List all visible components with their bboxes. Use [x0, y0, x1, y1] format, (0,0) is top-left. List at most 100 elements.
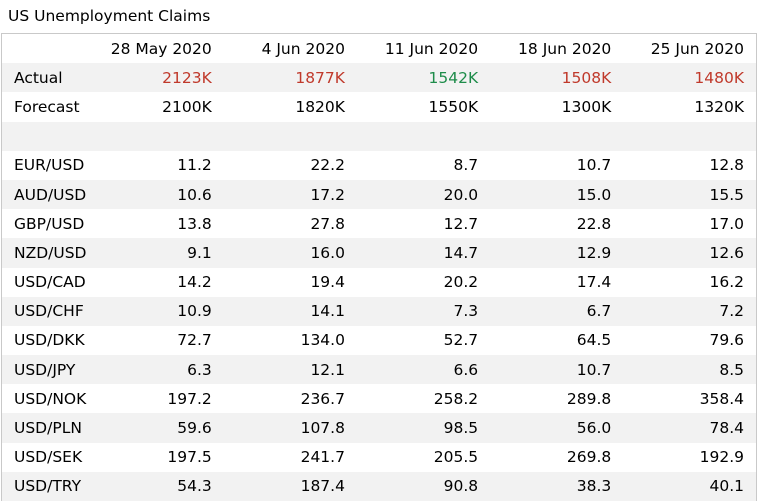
- pair-value: 358.4: [699, 389, 744, 408]
- row-label: Forecast: [14, 97, 80, 116]
- forecast-value: 1820K: [295, 97, 345, 116]
- pair-value: 7.2: [623, 296, 757, 326]
- pair-value: 12.7: [443, 214, 479, 233]
- pair-label: USD/JPY: [1, 355, 91, 385]
- actual-value: 1480K: [623, 63, 757, 93]
- pair-row: USD/NOK 197.2 236.7 258.2 289.8 358.4: [2, 384, 757, 413]
- pair-value: 269.8: [566, 448, 612, 467]
- pair-value: 258.2: [433, 389, 479, 408]
- column-header: 11 Jun 2020: [384, 39, 479, 58]
- pair-label: USD/PLN: [1, 413, 91, 443]
- pair-value: 12.8: [709, 156, 744, 175]
- pair-value: 7.3: [356, 296, 491, 326]
- spacer-cell: [223, 121, 357, 151]
- spacer-cell: [1, 121, 91, 151]
- pair-value: 10.7: [490, 355, 624, 385]
- actual-row: Actual 2123K 1877K 1542K 1508K 1480K: [1, 63, 757, 93]
- pair-row: USD/CHF 10.9 14.1 7.3 6.7 7.2: [1, 296, 757, 326]
- forecast-value: 2100K: [162, 97, 212, 116]
- pair-value: 64.5: [576, 331, 612, 350]
- pair-value: 107.8: [223, 413, 357, 443]
- pair-label: USD/SEK: [14, 448, 83, 467]
- column-header: 18 Jun 2020: [518, 39, 612, 58]
- pair-value: 9.1: [90, 238, 224, 268]
- pair-value: 15.5: [623, 179, 757, 210]
- forecast-row: Forecast 2100K 1820K 1550K 1300K 1320K: [2, 92, 757, 121]
- pair-value: 12.9: [490, 238, 624, 268]
- pair-value: 19.4: [310, 273, 345, 292]
- pair-value: 40.1: [623, 471, 757, 501]
- forecast-value: 1320K: [694, 97, 744, 116]
- pair-label: USD/DKK: [14, 331, 85, 350]
- pair-value: 17.0: [709, 214, 744, 233]
- pair-value: 27.8: [310, 214, 345, 233]
- pair-label: NZD/USD: [1, 238, 91, 268]
- pair-value: 98.5: [356, 413, 491, 443]
- column-header: 25 Jun 2020: [650, 39, 744, 58]
- pair-value: 8.7: [453, 156, 479, 175]
- pair-value: 197.2: [167, 389, 212, 408]
- row-label: Actual: [1, 63, 91, 93]
- pair-row: USD/SEK 197.5 241.7 205.5 269.8 192.9: [2, 443, 757, 472]
- column-header: 28 May 2020: [110, 39, 212, 58]
- pair-label: GBP/USD: [14, 214, 85, 233]
- pair-value: 20.2: [443, 273, 479, 292]
- pair-row: EUR/USD 11.2 22.2 8.7 10.7 12.8: [2, 151, 757, 180]
- pair-value: 6.7: [490, 296, 624, 326]
- pair-value: 90.8: [356, 471, 491, 501]
- table-title: US Unemployment Claims: [8, 7, 211, 25]
- pair-value: 38.3: [490, 471, 624, 501]
- pair-value: 289.8: [566, 389, 612, 408]
- pair-value: 8.5: [623, 355, 757, 385]
- claims-table: 28 May 2020 4 Jun 2020 11 Jun 2020 18 Ju…: [1, 33, 757, 501]
- pair-value: 12.1: [223, 355, 357, 385]
- actual-value: 1508K: [490, 63, 624, 93]
- pair-value: 197.5: [167, 448, 212, 467]
- spacer-cell: [623, 121, 757, 151]
- pair-value: 14.7: [356, 238, 491, 268]
- pair-label: AUD/USD: [1, 179, 91, 210]
- pair-value: 59.6: [90, 413, 224, 443]
- pair-row: USD/TRY 54.3 187.4 90.8 38.3 40.1: [1, 471, 757, 501]
- pair-label: USD/TRY: [1, 471, 91, 501]
- forecast-value: 1300K: [561, 97, 612, 116]
- pair-value: 241.7: [300, 448, 345, 467]
- pair-value: 15.0: [490, 179, 624, 210]
- pair-value: 22.8: [576, 214, 612, 233]
- pair-value: 54.3: [90, 471, 224, 501]
- actual-value: 2123K: [90, 63, 224, 93]
- pair-value: 134.0: [300, 331, 345, 350]
- pair-value: 56.0: [490, 413, 624, 443]
- pair-value: 10.9: [90, 296, 224, 326]
- pair-value: 78.4: [623, 413, 757, 443]
- pair-value: 13.8: [177, 214, 212, 233]
- spacer-row: [1, 121, 757, 151]
- pair-value: 6.6: [356, 355, 491, 385]
- pair-value: 22.2: [310, 156, 345, 175]
- forecast-value: 1550K: [428, 97, 479, 116]
- pair-row: USD/PLN 59.6 107.8 98.5 56.0 78.4: [1, 413, 757, 443]
- column-header: 4 Jun 2020: [261, 39, 345, 58]
- spacer-cell: [356, 121, 491, 151]
- pair-value: 6.3: [90, 355, 224, 385]
- actual-value: 1877K: [223, 63, 357, 93]
- pair-value: 20.0: [356, 179, 491, 210]
- pair-value: 52.7: [443, 331, 479, 350]
- pair-row: GBP/USD 13.8 27.8 12.7 22.8 17.0: [2, 209, 757, 238]
- pair-row: USD/DKK 72.7 134.0 52.7 64.5 79.6: [2, 326, 757, 355]
- pair-row: USD/JPY 6.3 12.1 6.6 10.7 8.5: [1, 355, 757, 385]
- pair-value: 16.2: [709, 273, 744, 292]
- spacer-cell: [490, 121, 624, 151]
- pair-value: 10.6: [90, 179, 224, 210]
- pair-value: 79.6: [709, 331, 744, 350]
- pair-label: EUR/USD: [14, 156, 85, 175]
- pair-row: NZD/USD 9.1 16.0 14.7 12.9 12.6: [1, 238, 757, 268]
- pair-value: 72.7: [177, 331, 212, 350]
- pair-value: 14.2: [177, 273, 212, 292]
- pair-value: 187.4: [223, 471, 357, 501]
- pair-value: 17.4: [576, 273, 612, 292]
- pair-value: 192.9: [699, 448, 744, 467]
- pair-value: 14.1: [223, 296, 357, 326]
- pair-value: 16.0: [223, 238, 357, 268]
